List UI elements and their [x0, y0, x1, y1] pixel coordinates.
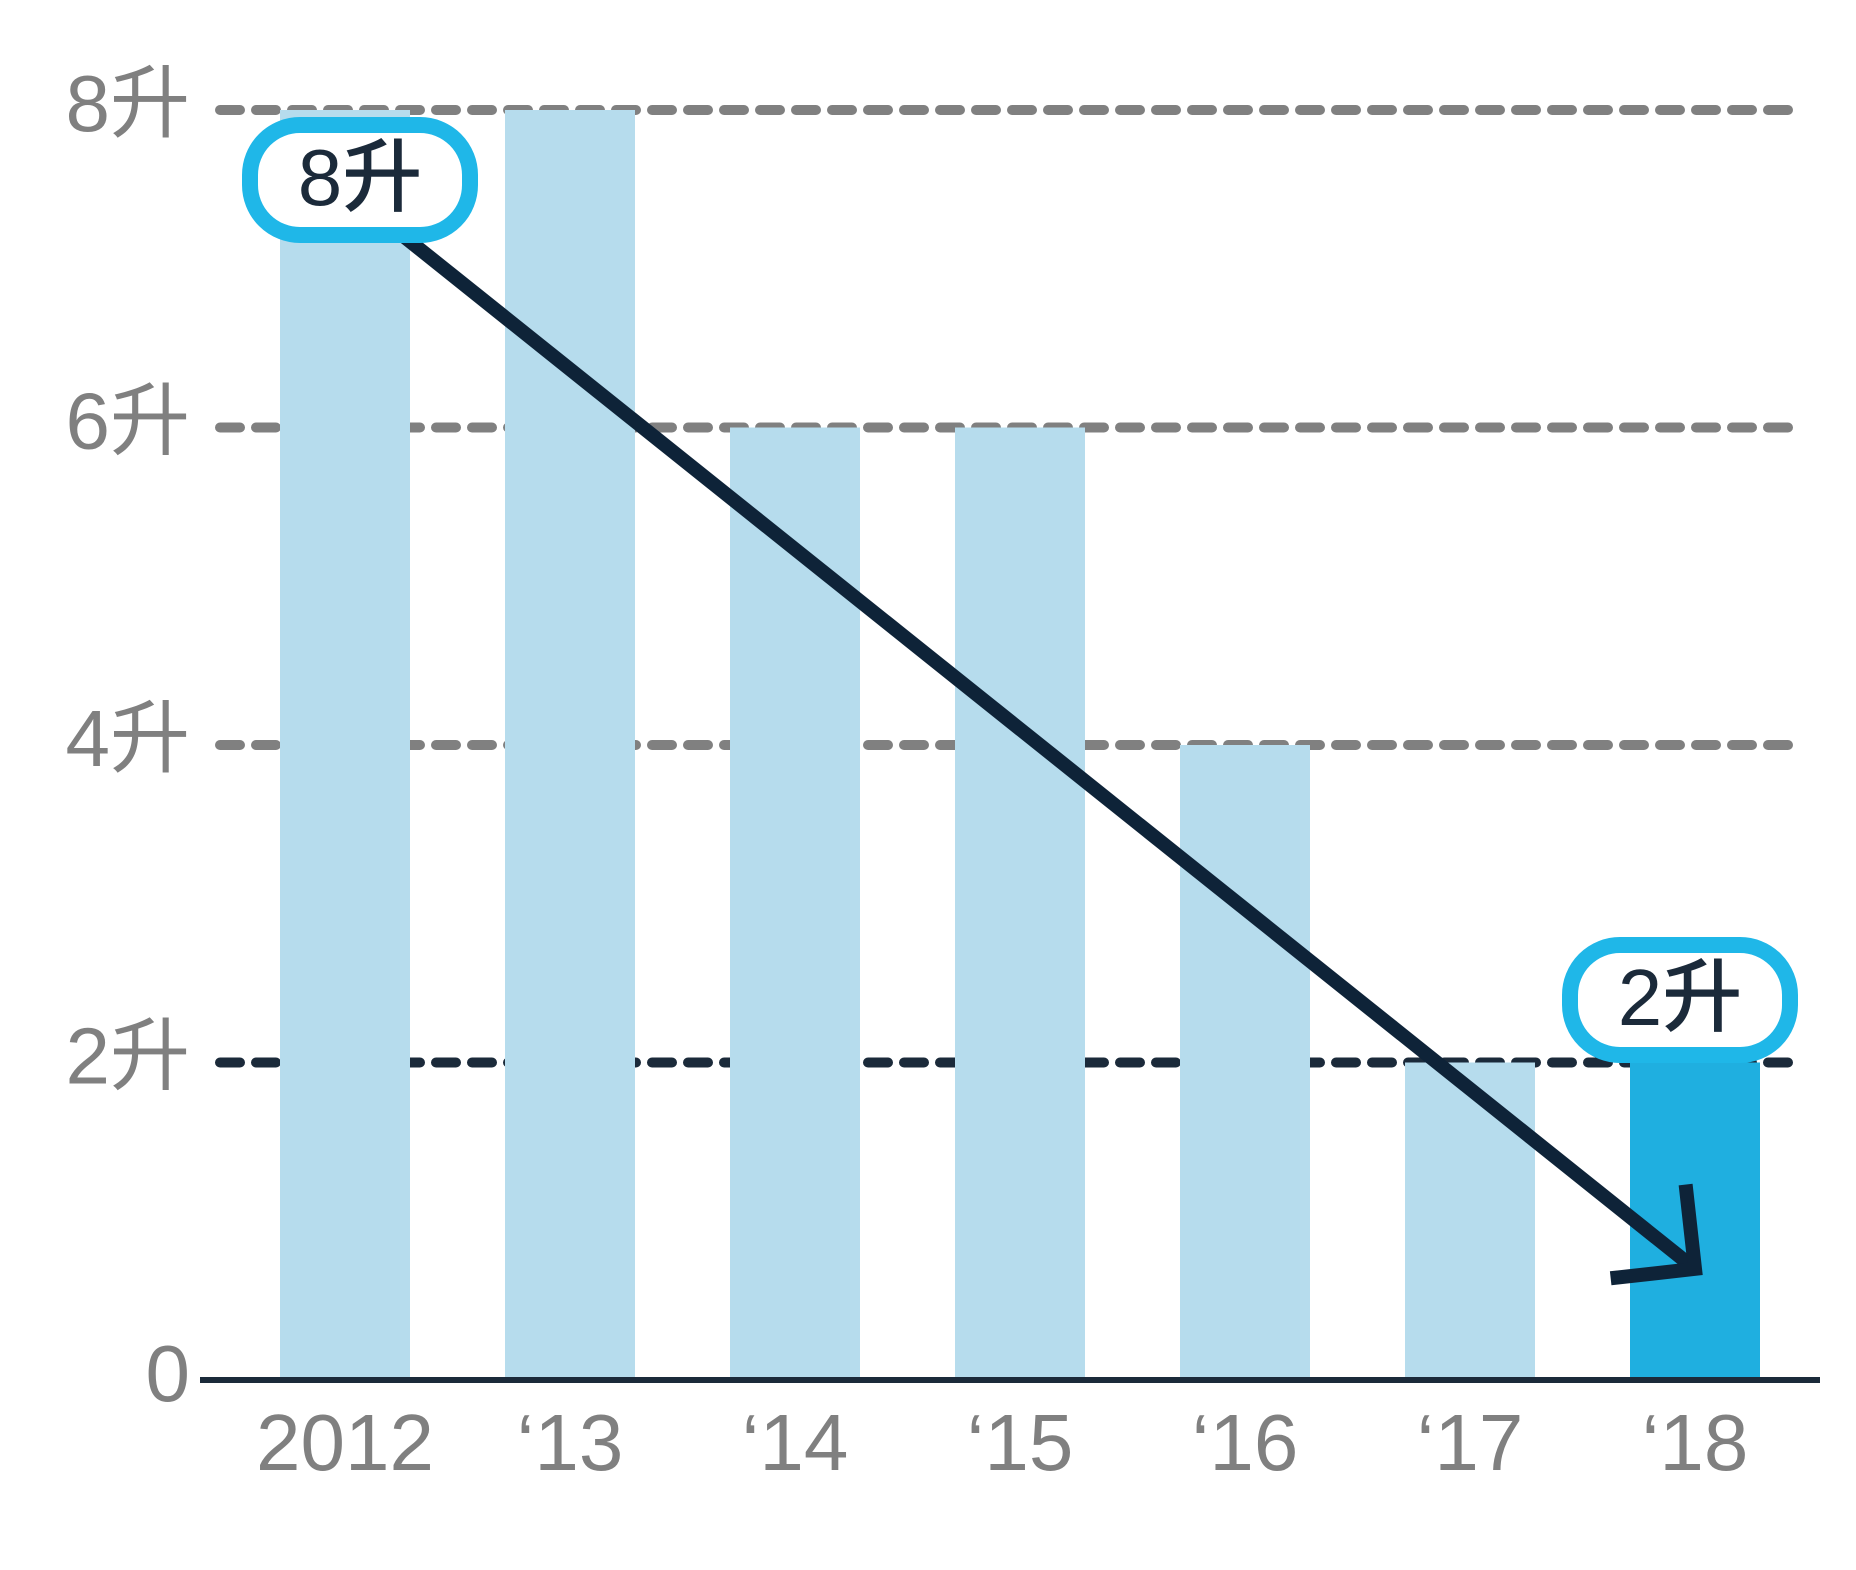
bar: [280, 110, 410, 1380]
x-tick-label: ‘13: [517, 1398, 624, 1487]
y-tick-label: 2升: [66, 1012, 191, 1101]
x-tick-label: 2012: [256, 1398, 434, 1487]
bar: [730, 428, 860, 1381]
bar: [505, 110, 635, 1380]
y-tick-label: 6升: [66, 377, 191, 466]
bar: [1405, 1063, 1535, 1381]
callout-text: 2升: [1618, 953, 1743, 1042]
y-tick-label: 4升: [66, 694, 191, 783]
callout-text: 8升: [298, 133, 423, 222]
callout: 8升: [250, 125, 470, 235]
y-tick-label: 8升: [66, 59, 191, 148]
callout: 2升: [1570, 945, 1790, 1055]
x-tick-label: ‘15: [967, 1398, 1074, 1487]
chart-svg: 0 2升 4升 6升 8升 2012 ‘13 ‘14 ‘15 ‘16 ‘17 ‘18 8升 2升: [0, 0, 1856, 1570]
bar-chart: 0 2升 4升 6升 8升 2012 ‘13 ‘14 ‘15 ‘16 ‘17 ‘18 8升 2升: [0, 0, 1856, 1570]
bar: [955, 428, 1085, 1381]
x-tick-label: ‘17: [1417, 1398, 1524, 1487]
x-tick-label: ‘14: [742, 1398, 849, 1487]
x-tick-label: ‘18: [1642, 1398, 1749, 1487]
y-tick-label: 0: [146, 1329, 191, 1418]
x-tick-label: ‘16: [1192, 1398, 1299, 1487]
bar: [1180, 745, 1310, 1380]
